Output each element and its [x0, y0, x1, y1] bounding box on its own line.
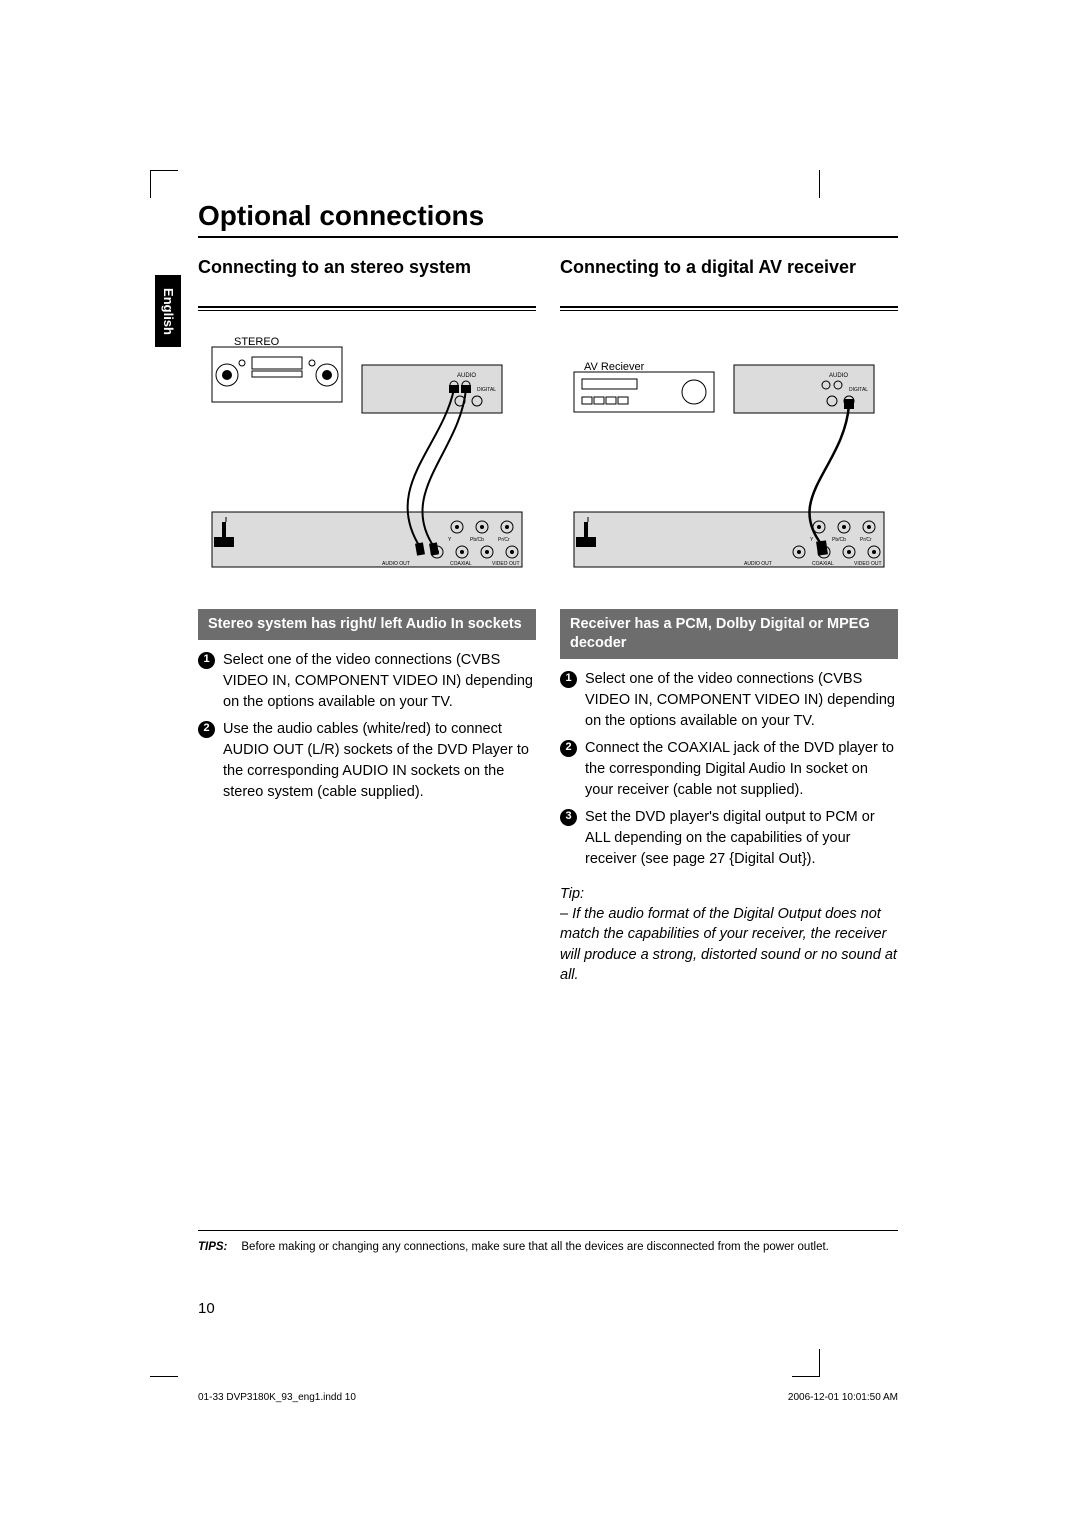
diagram-label-stereo: STEREO [234, 336, 280, 348]
sub-header-av: Receiver has a PCM, Dolby Digital or MPE… [560, 609, 898, 659]
page-title: Optional connections [198, 200, 898, 232]
svg-text:AUDIO: AUDIO [829, 373, 848, 379]
step-number-icon: 1 [198, 652, 215, 669]
diagram-av: AV Reciever AUDIO DIGITAL [560, 327, 898, 587]
svg-text:COAXIAL: COAXIAL [812, 561, 834, 567]
svg-text:DIGITAL: DIGITAL [849, 387, 868, 393]
step-number-icon: 2 [560, 740, 577, 757]
svg-text:Pr/Cr: Pr/Cr [498, 537, 510, 543]
tips-footer-label: TIPS: [198, 1239, 227, 1255]
language-tab: English [155, 275, 181, 347]
step-text: Select one of the video connections (CVB… [585, 669, 898, 732]
step-text: Connect the COAXIAL jack of the DVD play… [585, 738, 898, 801]
tips-footer-text: Before making or changing any connection… [241, 1239, 828, 1255]
crop-mark-bl [150, 1376, 178, 1377]
list-item: 2 Use the audio cables (white/red) to co… [198, 719, 536, 803]
svg-text:Pb/Cb: Pb/Cb [470, 537, 484, 543]
svg-text:AUDIO OUT: AUDIO OUT [382, 561, 410, 567]
section-rule [198, 306, 536, 311]
list-item: 1 Select one of the video connections (C… [560, 669, 898, 732]
svg-text:Pb/Cb: Pb/Cb [832, 537, 846, 543]
svg-text:COAXIAL: COAXIAL [450, 561, 472, 567]
step-text: Use the audio cables (white/red) to conn… [223, 719, 536, 803]
svg-text:VIDEO OUT: VIDEO OUT [492, 561, 520, 567]
steps-av: 1 Select one of the video connections (C… [560, 669, 898, 870]
tips-footer: TIPS: Before making or changing any conn… [198, 1230, 898, 1255]
print-footer-left: 01-33 DVP3180K_93_eng1.indd 10 [198, 1392, 356, 1403]
crop-mark-tl [150, 170, 178, 198]
step-text: Set the DVD player's digital output to P… [585, 807, 898, 870]
tip-label: Tip: [560, 884, 898, 904]
svg-text:AUDIO OUT: AUDIO OUT [744, 561, 772, 567]
print-footer-right: 2006-12-01 10:01:50 AM [788, 1392, 898, 1403]
list-item: 3 Set the DVD player's digital output to… [560, 807, 898, 870]
step-number-icon: 3 [560, 809, 577, 826]
svg-text:VIDEO OUT: VIDEO OUT [854, 561, 882, 567]
crop-mark-br [792, 1349, 820, 1377]
page-number: 10 [198, 1300, 215, 1317]
left-column: Connecting to an stereo system STEREO [198, 256, 536, 985]
right-column: Connecting to a digital AV receiver AV R… [560, 256, 898, 985]
title-rule [198, 236, 898, 238]
sub-header-stereo: Stereo system has right/ left Audio In s… [198, 609, 536, 640]
crop-mark-tr [819, 170, 820, 198]
tip-block: Tip: – If the audio format of the Digita… [560, 884, 898, 985]
diagram-label-av: AV Reciever [584, 361, 645, 373]
page-content: Optional connections Connecting to an st… [198, 200, 898, 985]
section-title-av: Connecting to a digital AV receiver [560, 256, 898, 302]
list-item: 2 Connect the COAXIAL jack of the DVD pl… [560, 738, 898, 801]
svg-text:AUDIO: AUDIO [457, 373, 476, 379]
step-number-icon: 2 [198, 721, 215, 738]
section-title-stereo: Connecting to an stereo system [198, 256, 536, 302]
list-item: 1 Select one of the video connections (C… [198, 650, 536, 713]
svg-text:Pr/Cr: Pr/Cr [860, 537, 872, 543]
svg-text:DIGITAL: DIGITAL [477, 387, 496, 393]
tip-text: – If the audio format of the Digital Out… [560, 904, 898, 985]
step-text: Select one of the video connections (CVB… [223, 650, 536, 713]
language-tab-label: English [161, 288, 176, 335]
diagram-stereo: STEREO AUDIO DIGITAL [198, 327, 536, 587]
print-footer: 01-33 DVP3180K_93_eng1.indd 10 2006-12-0… [198, 1392, 898, 1403]
step-number-icon: 1 [560, 671, 577, 688]
section-rule [560, 306, 898, 311]
columns: Connecting to an stereo system STEREO [198, 256, 898, 985]
steps-stereo: 1 Select one of the video connections (C… [198, 650, 536, 803]
